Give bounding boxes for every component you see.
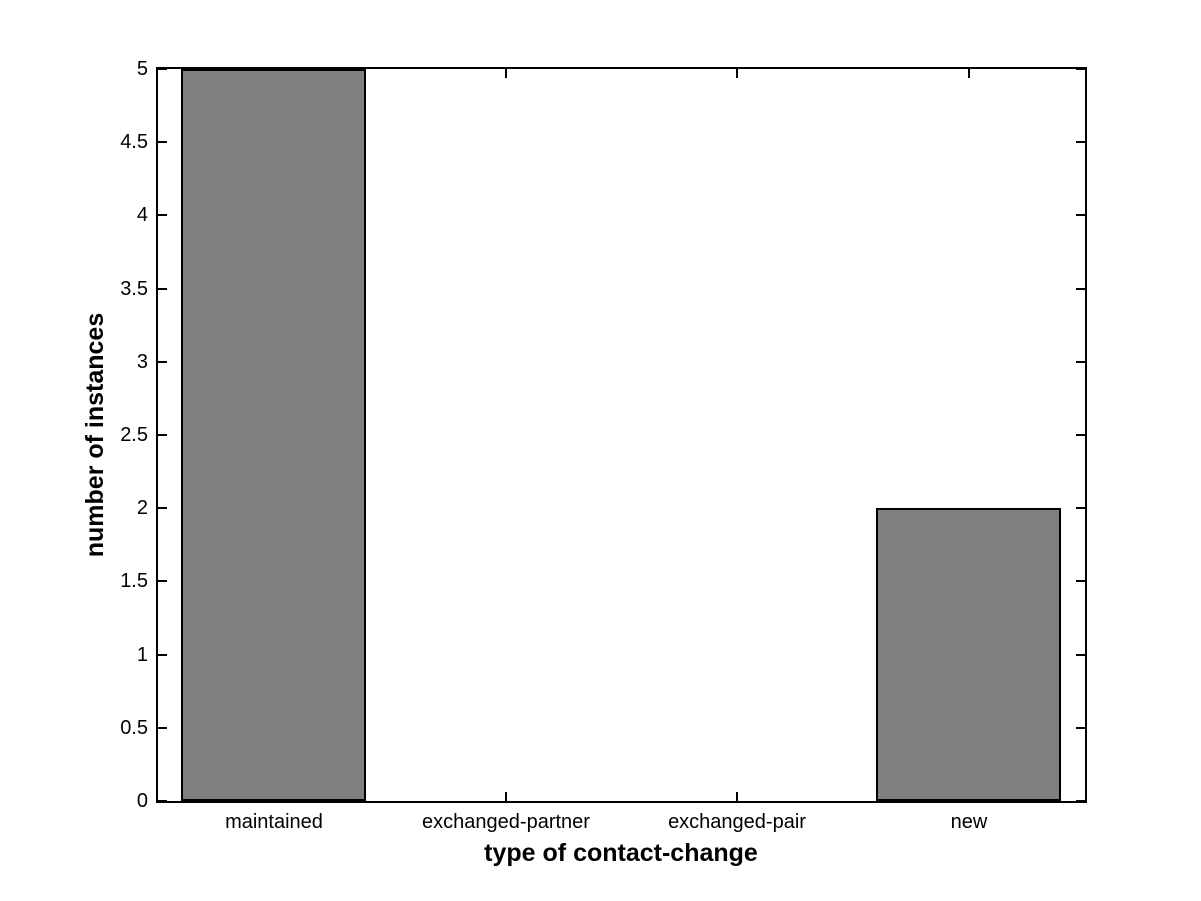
y-tick-left xyxy=(158,507,167,509)
bar-new xyxy=(876,508,1061,801)
y-tick-label: 2.5 xyxy=(120,424,148,446)
y-tick-right xyxy=(1076,288,1085,290)
x-tick-label-new: new xyxy=(950,811,988,833)
x-tick-label-exchanged-partner: exchanged-partner xyxy=(422,811,590,833)
x-tick-bottom xyxy=(736,792,738,801)
y-tick-left xyxy=(158,141,167,143)
y-tick-right xyxy=(1076,727,1085,729)
y-tick-label: 1 xyxy=(136,644,148,666)
y-tick-left xyxy=(158,727,167,729)
y-tick-label: 2 xyxy=(136,497,148,519)
y-tick-left xyxy=(158,361,167,363)
y-tick-label: 0.5 xyxy=(120,717,148,739)
x-tick-bottom xyxy=(505,792,507,801)
y-tick-left xyxy=(158,800,167,802)
x-axis-label: type of contact-change xyxy=(484,839,758,867)
y-tick-right xyxy=(1076,68,1085,70)
y-tick-label: 5 xyxy=(136,58,148,80)
y-tick-right xyxy=(1076,214,1085,216)
x-tick-top xyxy=(736,69,738,78)
y-tick-right xyxy=(1076,507,1085,509)
y-tick-left xyxy=(158,654,167,656)
bar-maintained xyxy=(181,69,366,801)
y-tick-left xyxy=(158,288,167,290)
x-tick-top xyxy=(968,69,970,78)
x-tick-top xyxy=(505,69,507,78)
y-tick-right xyxy=(1076,580,1085,582)
x-tick-label-maintained: maintained xyxy=(225,811,323,833)
y-tick-right xyxy=(1076,434,1085,436)
y-tick-label: 0 xyxy=(136,790,148,812)
y-tick-left xyxy=(158,214,167,216)
x-tick-label-exchanged-pair: exchanged-pair xyxy=(668,811,806,833)
y-tick-label: 4.5 xyxy=(120,131,148,153)
y-tick-right xyxy=(1076,800,1085,802)
plot-area xyxy=(156,67,1087,803)
y-tick-label: 1.5 xyxy=(120,570,148,592)
y-tick-right xyxy=(1076,141,1085,143)
y-tick-label: 3 xyxy=(136,351,148,373)
y-tick-label: 3.5 xyxy=(120,278,148,300)
y-tick-left xyxy=(158,68,167,70)
y-tick-right xyxy=(1076,654,1085,656)
y-tick-right xyxy=(1076,361,1085,363)
y-tick-left xyxy=(158,434,167,436)
y-tick-label: 4 xyxy=(136,204,148,226)
y-tick-left xyxy=(158,580,167,582)
